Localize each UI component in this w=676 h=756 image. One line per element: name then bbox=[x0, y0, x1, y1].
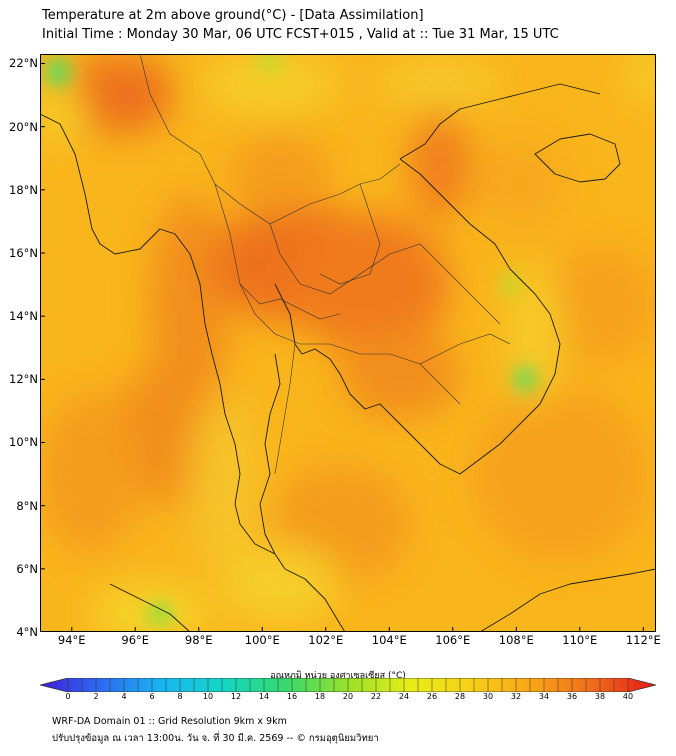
colorbar-tick-label: 32 bbox=[510, 692, 522, 701]
colorbar-tick-label: 12 bbox=[230, 692, 242, 701]
lat-label: 10°N bbox=[9, 435, 38, 450]
footer-model-info: WRF-DA Domain 01 :: Grid Resolution 9km … bbox=[52, 716, 287, 727]
colorbar-label: อุณหภูมิ หน่วย องศาเซลเซียส (°C) bbox=[270, 671, 406, 681]
temperature-field bbox=[40, 54, 656, 632]
lat-label: 18°N bbox=[9, 182, 38, 197]
lon-label: 96°E bbox=[121, 633, 150, 647]
lon-label: 110°E bbox=[562, 633, 598, 647]
lon-label: 112°E bbox=[625, 633, 661, 647]
lat-label: 4°N bbox=[16, 625, 38, 639]
lat-label: 8°N bbox=[16, 498, 38, 513]
map-frame bbox=[40, 54, 656, 632]
lon-label: 102°E bbox=[308, 633, 344, 647]
footer-update-info: ปรับปรุงข้อมูล ณ เวลา 13:00น. วัน จ. ที่… bbox=[52, 733, 379, 744]
colorbar-tick-label: 34 bbox=[538, 692, 550, 701]
lon-label: 104°E bbox=[371, 633, 407, 647]
colorbar-tick-label: 0 bbox=[65, 692, 71, 701]
colorbar-tick-label: 30 bbox=[482, 692, 494, 701]
colorbar-tick-label: 18 bbox=[314, 692, 326, 701]
axis-ticks bbox=[40, 62, 644, 632]
map-title: Temperature at 2m above ground(°C) - [Da… bbox=[42, 8, 424, 23]
temperature-map bbox=[40, 54, 656, 632]
lat-label: 12°N bbox=[9, 372, 38, 387]
lat-label: 14°N bbox=[9, 309, 38, 324]
lon-label: 100°E bbox=[244, 633, 280, 647]
colorbar-tick-label: 38 bbox=[594, 692, 606, 701]
colorbar-tick-label: 8 bbox=[177, 692, 183, 701]
colorbar-tick-label: 6 bbox=[149, 692, 155, 701]
colorbar-tick-label: 20 bbox=[342, 692, 354, 701]
colorbar-tick-label: 26 bbox=[426, 692, 438, 701]
colorbar-tick-label: 40 bbox=[622, 692, 634, 701]
lon-label: 106°E bbox=[435, 633, 471, 647]
borders bbox=[139, 54, 511, 475]
colorbar-tick-label: 2 bbox=[93, 692, 99, 701]
colorbar-tick-label: 14 bbox=[258, 692, 270, 701]
lat-label: 20°N bbox=[9, 119, 38, 134]
lat-label: 22°N bbox=[9, 56, 38, 71]
colorbar-tick-label: 16 bbox=[286, 692, 298, 701]
colorbar-tick-label: 4 bbox=[121, 692, 127, 701]
lon-label: 108°E bbox=[498, 633, 534, 647]
colorbar-tick-label: 10 bbox=[202, 692, 214, 701]
colorbar-tick-label: 36 bbox=[566, 692, 578, 701]
colorbar-tick-label: 24 bbox=[398, 692, 410, 701]
coastlines bbox=[40, 83, 656, 632]
map-subtitle: Initial Time : Monday 30 Mar, 06 UTC FCS… bbox=[42, 27, 559, 42]
colorbar-tick-label: 22 bbox=[370, 692, 382, 701]
colorbar-tick-label: 28 bbox=[454, 692, 466, 701]
colorbar bbox=[40, 678, 656, 692]
lon-label: 94°E bbox=[57, 633, 86, 647]
lon-label: 98°E bbox=[184, 633, 213, 647]
lat-label: 6°N bbox=[16, 561, 38, 576]
lat-label: 16°N bbox=[9, 245, 38, 260]
